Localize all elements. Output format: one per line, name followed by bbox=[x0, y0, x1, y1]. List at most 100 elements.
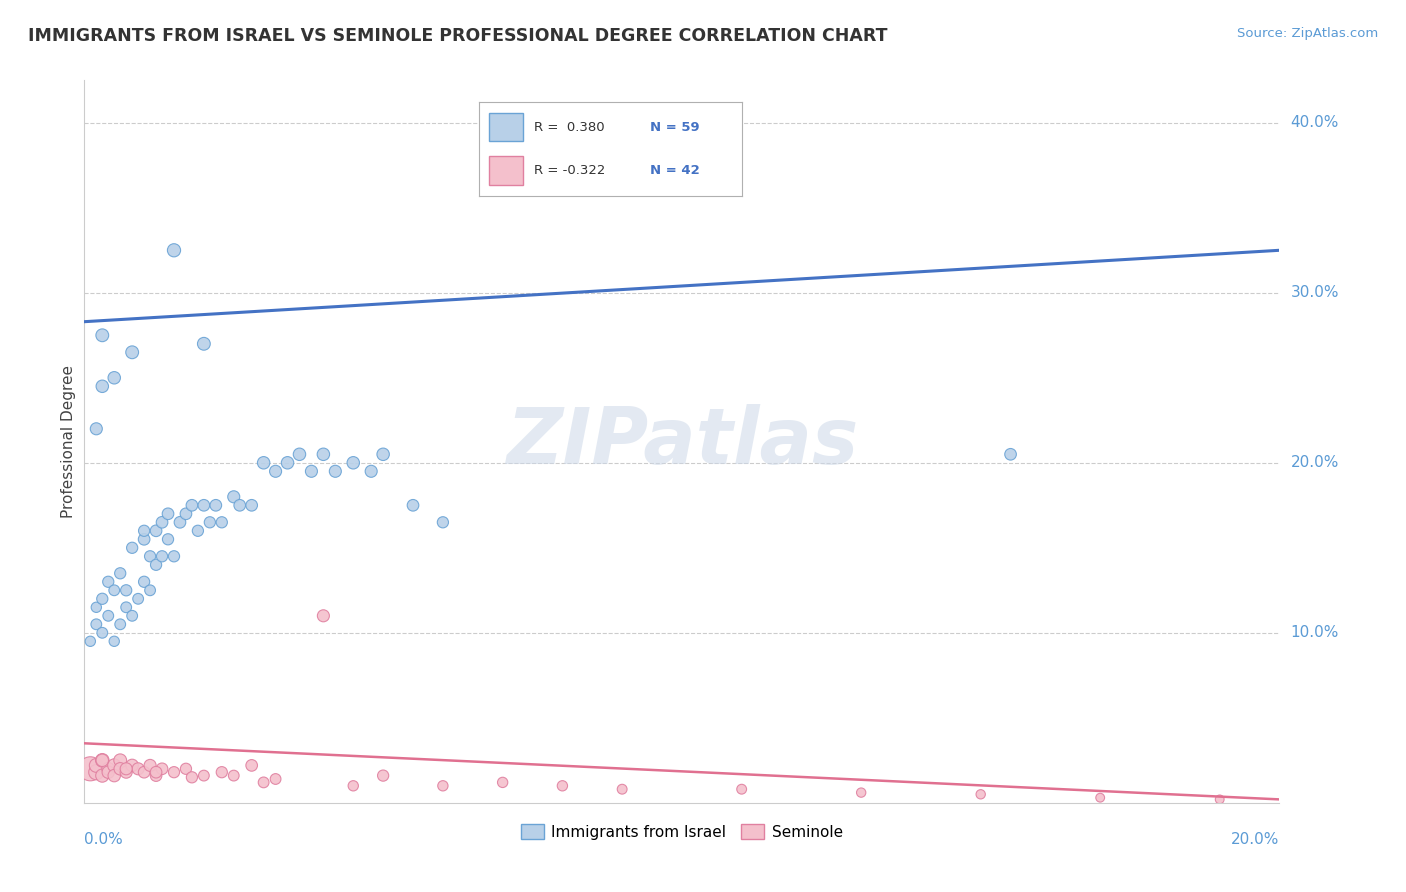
Point bbox=[157, 507, 180, 521]
Point bbox=[301, 464, 323, 478]
Point bbox=[228, 498, 252, 512]
Point bbox=[97, 765, 120, 780]
Point bbox=[1090, 790, 1112, 805]
Point bbox=[288, 447, 311, 461]
Point bbox=[360, 464, 382, 478]
Point bbox=[150, 762, 173, 776]
Point bbox=[205, 498, 228, 512]
Point bbox=[970, 787, 993, 801]
Point bbox=[121, 345, 143, 359]
Point bbox=[103, 758, 125, 772]
Point bbox=[115, 583, 138, 598]
Point bbox=[86, 765, 108, 780]
Point bbox=[139, 549, 162, 564]
Point bbox=[222, 769, 245, 783]
Point bbox=[211, 516, 233, 530]
Point bbox=[240, 498, 263, 512]
Point bbox=[1000, 447, 1022, 461]
Point bbox=[132, 533, 156, 547]
Point bbox=[115, 600, 138, 615]
Point bbox=[211, 765, 233, 780]
Text: ZIPatlas: ZIPatlas bbox=[506, 403, 858, 480]
Y-axis label: Professional Degree: Professional Degree bbox=[60, 365, 76, 518]
Point bbox=[174, 762, 197, 776]
Text: 30.0%: 30.0% bbox=[1291, 285, 1339, 301]
Point bbox=[91, 328, 114, 343]
Point bbox=[91, 625, 114, 640]
Point bbox=[121, 758, 143, 772]
Point bbox=[193, 498, 215, 512]
Point bbox=[79, 634, 101, 648]
Point bbox=[432, 516, 454, 530]
Point bbox=[432, 779, 454, 793]
Point bbox=[277, 456, 299, 470]
Point bbox=[163, 244, 186, 258]
Point bbox=[193, 769, 215, 783]
Point bbox=[91, 753, 114, 767]
Point bbox=[127, 591, 149, 606]
Point bbox=[325, 464, 347, 478]
Point bbox=[198, 516, 221, 530]
Point bbox=[174, 507, 197, 521]
Point bbox=[492, 775, 515, 789]
Point bbox=[97, 574, 120, 589]
Legend: Immigrants from Israel, Seminole: Immigrants from Israel, Seminole bbox=[515, 818, 849, 846]
Point bbox=[612, 782, 634, 797]
Point bbox=[91, 379, 114, 393]
Point bbox=[103, 634, 125, 648]
Point bbox=[139, 758, 162, 772]
Point bbox=[103, 769, 125, 783]
Point bbox=[312, 447, 335, 461]
Point bbox=[86, 422, 108, 436]
Point bbox=[145, 765, 167, 780]
Point bbox=[851, 786, 873, 800]
Text: 0.0%: 0.0% bbox=[84, 831, 124, 847]
Point bbox=[91, 591, 114, 606]
Point bbox=[169, 516, 191, 530]
Point bbox=[110, 753, 132, 767]
Point bbox=[1209, 792, 1232, 806]
Point bbox=[121, 541, 143, 555]
Point bbox=[187, 524, 209, 538]
Point bbox=[127, 762, 149, 776]
Point bbox=[181, 498, 204, 512]
Text: Source: ZipAtlas.com: Source: ZipAtlas.com bbox=[1237, 27, 1378, 40]
Text: IMMIGRANTS FROM ISRAEL VS SEMINOLE PROFESSIONAL DEGREE CORRELATION CHART: IMMIGRANTS FROM ISRAEL VS SEMINOLE PROFE… bbox=[28, 27, 887, 45]
Point bbox=[240, 758, 263, 772]
Point bbox=[91, 753, 114, 767]
Point bbox=[373, 447, 395, 461]
Point bbox=[121, 608, 143, 623]
Point bbox=[145, 769, 167, 783]
Text: 40.0%: 40.0% bbox=[1291, 115, 1339, 130]
Point bbox=[181, 770, 204, 784]
Point bbox=[222, 490, 245, 504]
Point bbox=[115, 762, 138, 776]
Point bbox=[103, 583, 125, 598]
Point bbox=[110, 762, 132, 776]
Point bbox=[145, 524, 167, 538]
Point bbox=[253, 775, 276, 789]
Point bbox=[86, 617, 108, 632]
Point bbox=[97, 762, 120, 776]
Point bbox=[115, 765, 138, 780]
Point bbox=[97, 608, 120, 623]
Point bbox=[264, 464, 287, 478]
Point bbox=[132, 524, 156, 538]
Point bbox=[163, 549, 186, 564]
Point bbox=[373, 769, 395, 783]
Text: 10.0%: 10.0% bbox=[1291, 625, 1339, 640]
Point bbox=[103, 371, 125, 385]
Point bbox=[86, 758, 108, 772]
Text: 20.0%: 20.0% bbox=[1232, 831, 1279, 847]
Point bbox=[342, 456, 364, 470]
Point bbox=[91, 769, 114, 783]
Text: 20.0%: 20.0% bbox=[1291, 455, 1339, 470]
Point bbox=[150, 549, 173, 564]
Point bbox=[253, 456, 276, 470]
Point bbox=[731, 782, 754, 797]
Point bbox=[157, 533, 180, 547]
Point bbox=[163, 765, 186, 780]
Point bbox=[145, 558, 167, 572]
Point bbox=[110, 566, 132, 581]
Point bbox=[139, 583, 162, 598]
